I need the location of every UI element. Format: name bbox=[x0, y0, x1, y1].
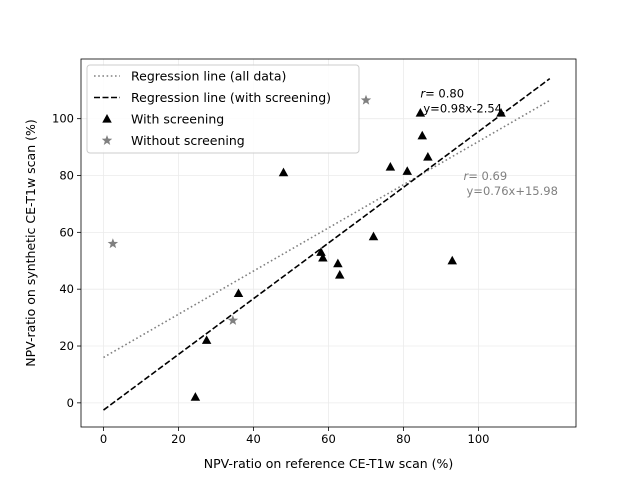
data-point-without-screening bbox=[107, 238, 119, 249]
regression-lines bbox=[103, 78, 551, 411]
regression-line-with-screening bbox=[103, 78, 551, 411]
y-tick-label: 40 bbox=[59, 282, 74, 296]
data-point-with-screening bbox=[417, 130, 427, 140]
axis-ticks: 0 20 40 60 80 100 0 20 40 60 80 100 bbox=[52, 112, 489, 446]
data-point-with-screening bbox=[423, 152, 433, 161]
x-tick-label: 0 bbox=[100, 432, 107, 446]
legend: Regression line (all data) Regression lin… bbox=[86, 64, 360, 154]
r-all-data-r-value: = 0.69 bbox=[468, 169, 507, 183]
legend-label: Regression line (with screening) bbox=[131, 90, 331, 105]
legend-swatch-star bbox=[101, 135, 113, 145]
data-point-with-screening bbox=[415, 107, 426, 117]
data-point-with-screening bbox=[233, 288, 244, 298]
data-point-with-screening bbox=[335, 269, 345, 279]
r-with-screening-r-value: = 0.80 bbox=[425, 86, 464, 100]
data-point-with-screening bbox=[201, 335, 212, 344]
data-point-without-screening bbox=[227, 314, 239, 325]
r-all-data-r-label: r= 0.69 bbox=[464, 169, 508, 183]
annotations: r= 0.80y=0.98x-2.54r= 0.69y=0.76x+15.98 bbox=[420, 86, 558, 197]
legend-label: Without screening bbox=[131, 133, 245, 148]
data-point-with-screening bbox=[318, 252, 328, 262]
data-point-with-screening bbox=[316, 247, 326, 256]
data-point-with-screening bbox=[402, 166, 412, 175]
x-tick-label: 100 bbox=[468, 432, 490, 446]
x-tick-label: 60 bbox=[321, 432, 336, 446]
y-axis-label: NPV-ratio on synthetic CE-T1w scan (%) bbox=[23, 119, 38, 366]
data-point-with-screening bbox=[190, 392, 201, 401]
data-point-with-screening bbox=[447, 255, 457, 265]
y-tick-label: 60 bbox=[59, 225, 74, 239]
x-tick-label: 20 bbox=[171, 432, 186, 446]
x-tick-label: 40 bbox=[246, 432, 261, 446]
legend-label: Regression line (all data) bbox=[131, 69, 286, 84]
y-tick-label: 20 bbox=[59, 339, 74, 353]
legend-label: With screening bbox=[131, 112, 224, 127]
y-tick-label: 80 bbox=[59, 169, 74, 183]
data-points bbox=[107, 94, 506, 401]
r-all-data-equation: y=0.76x+15.98 bbox=[467, 184, 558, 198]
data-point-with-screening bbox=[333, 258, 343, 268]
regression-line-all-data bbox=[103, 99, 551, 359]
data-point-with-screening bbox=[278, 167, 289, 177]
data-point-with-screening bbox=[385, 161, 396, 171]
y-tick-label: 100 bbox=[52, 112, 74, 126]
r-with-screening-r-label: r= 0.80 bbox=[420, 86, 464, 100]
x-axis-label: NPV-ratio on reference CE-T1w scan (%) bbox=[204, 456, 454, 471]
y-tick-label: 0 bbox=[67, 396, 74, 410]
legend-swatch-triangle bbox=[102, 114, 112, 123]
r-with-screening-equation: y=0.98x-2.54 bbox=[423, 101, 502, 115]
data-point-without-screening bbox=[360, 94, 372, 105]
data-point-with-screening bbox=[496, 107, 506, 117]
r-all-data-r-symbol: r bbox=[464, 169, 470, 183]
legend-box bbox=[86, 64, 360, 154]
data-point-with-screening bbox=[368, 231, 379, 241]
x-tick-label: 80 bbox=[396, 432, 411, 446]
r-with-screening-r-symbol: r bbox=[420, 86, 426, 100]
